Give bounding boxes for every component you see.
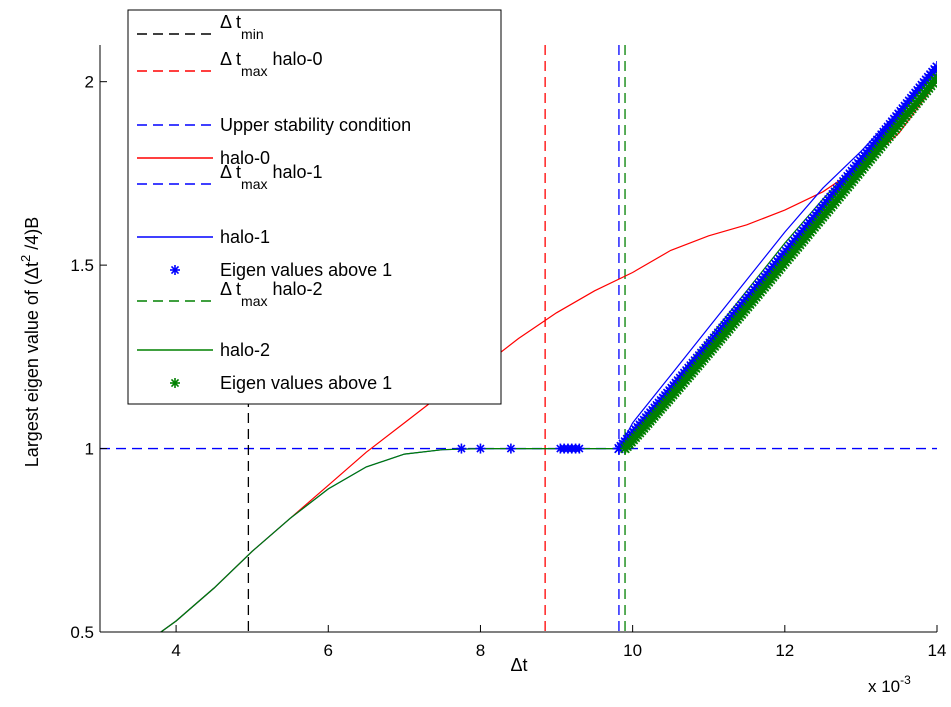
legend-item: Eigen values above 1 xyxy=(170,373,392,393)
x-tick-label: 12 xyxy=(775,641,794,660)
legend-box xyxy=(127,9,502,405)
x-tick-label: 8 xyxy=(476,641,485,660)
legend: Δ tmin Δ tmax halo-0 Upper stability condi… xyxy=(127,9,502,405)
halo-1-markers xyxy=(612,61,937,455)
legend-item: Upper stability condition xyxy=(137,115,411,135)
legend-marker xyxy=(170,378,180,388)
y-tick-label: 1 xyxy=(85,440,94,459)
x-tick-label: 14 xyxy=(928,641,947,660)
plot-area xyxy=(100,45,937,632)
y-tick-label: 1.5 xyxy=(70,256,94,275)
y-tick-label: 0.5 xyxy=(70,623,94,642)
eigen-value-marker xyxy=(456,443,467,454)
legend-item: Δ tmax halo-1 xyxy=(137,162,323,192)
x-axis-multiplier: x 10-3 xyxy=(868,673,911,696)
x-tick-label: 6 xyxy=(324,641,333,660)
eigen-value-marker xyxy=(620,443,631,454)
x-tick-label: 4 xyxy=(171,641,180,660)
legend-item: halo-1 xyxy=(137,227,270,247)
legend-item: Δ tmax halo-2 xyxy=(137,279,323,309)
legend-label: Δ tmin xyxy=(220,12,264,42)
legend-label: Upper stability condition xyxy=(220,115,411,135)
legend-label: Eigen values above 1 xyxy=(220,260,392,280)
legend-label: halo-2 xyxy=(220,340,270,360)
x-tick-label: 10 xyxy=(623,641,642,660)
legend-label: Δ tmax halo-2 xyxy=(220,279,323,309)
legend-item: Δ tmin xyxy=(137,12,264,42)
legend-label: halo-1 xyxy=(220,227,270,247)
y-tick-label: 2 xyxy=(85,73,94,92)
eigen-value-marker xyxy=(574,443,585,454)
legend-marker xyxy=(170,265,180,275)
data-point-marker xyxy=(931,72,937,85)
legend-label: Δ tmax halo-1 xyxy=(220,162,323,192)
legend-label: Eigen values above 1 xyxy=(220,373,392,393)
legend-label: Δ tmax halo-0 xyxy=(220,49,323,79)
legend-item: halo-2 xyxy=(137,340,270,360)
legend-label: halo-0 xyxy=(220,148,270,168)
eigen-value-marker xyxy=(475,443,486,454)
axis-labels: Δt x 10-3 Largest eigen value of (Δt2 /4)B xyxy=(18,217,911,696)
legend-item: Eigen values above 1 xyxy=(170,260,392,280)
y-axis-label: Largest eigen value of (Δt2 /4)B xyxy=(18,217,42,467)
eigen-value-marker xyxy=(505,443,516,454)
axes: 4 6 8 10 12 14 0.5 1 1.5 2 xyxy=(70,45,946,660)
halo-2-markers xyxy=(619,72,937,455)
legend-item: halo-0 xyxy=(137,148,270,168)
legend-item: Δ tmax halo-0 xyxy=(137,49,323,79)
data-point-marker xyxy=(931,61,937,74)
x-axis-label: Δt xyxy=(510,655,527,675)
